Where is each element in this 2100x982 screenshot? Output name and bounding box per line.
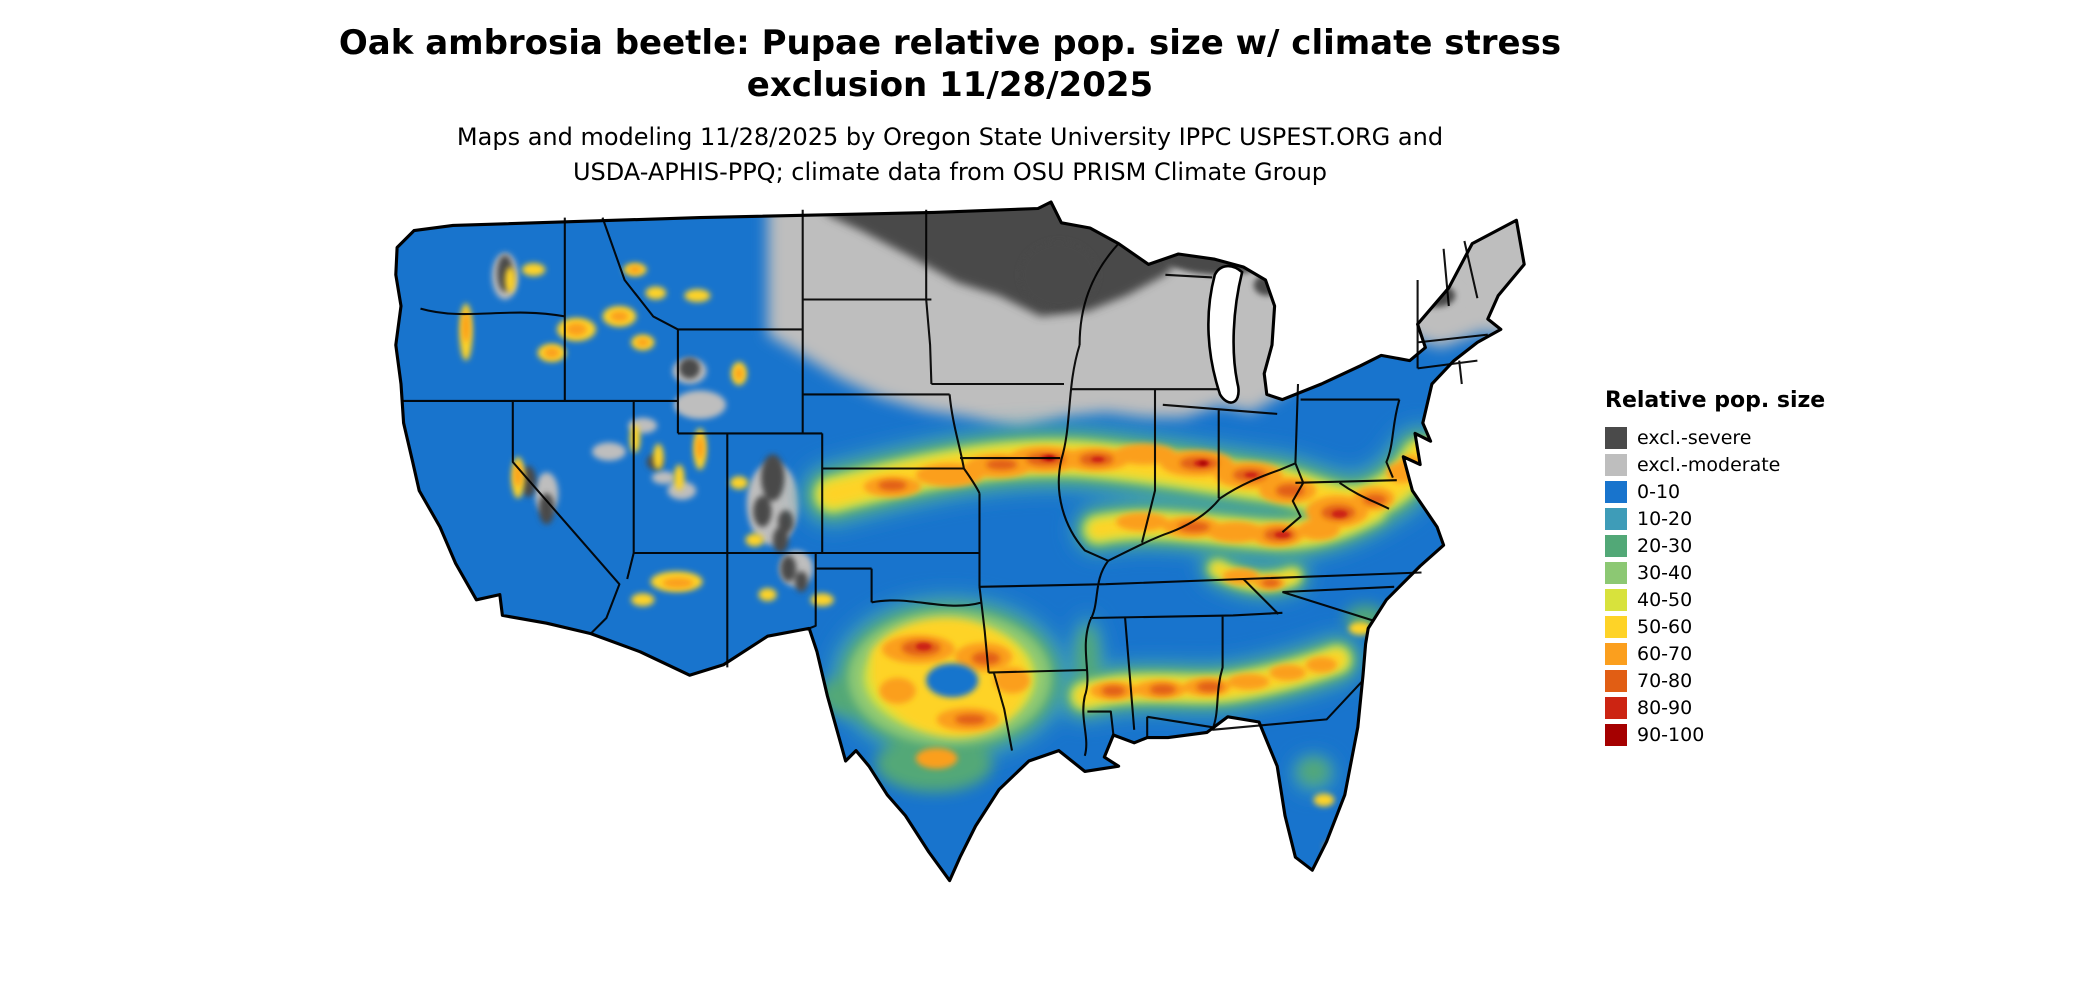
legend-item-label: excl.-severe — [1637, 427, 1752, 449]
state-borders — [401, 209, 1488, 757]
legend-item-label: 60-70 — [1637, 643, 1693, 665]
legend-item: 40-50 — [1605, 589, 1905, 611]
layer-60-70 — [462, 265, 1444, 881]
legend-item-label: excl.-moderate — [1637, 454, 1781, 476]
legend-item: 20-30 — [1605, 535, 1905, 557]
legend-swatch — [1605, 697, 1627, 719]
lake-michigan — [1207, 264, 1244, 404]
legend-swatch — [1605, 562, 1627, 584]
legend-item-label: 50-60 — [1637, 616, 1693, 638]
legend-swatch — [1605, 589, 1627, 611]
page-subtitle: Maps and modeling 11/28/2025 by Oregon S… — [456, 123, 1444, 187]
texas-ring-hole — [926, 663, 979, 698]
legend-items: excl.-severe excl.-moderate 0-10 10-20 20-30… — [1605, 427, 1905, 746]
legend-item: 30-40 — [1605, 562, 1905, 584]
us-map — [310, 150, 1610, 892]
legend-item-label: 40-50 — [1637, 589, 1693, 611]
legend-item: 50-60 — [1605, 616, 1905, 638]
title-block: Oak ambrosia beetle: Pupae relative pop.… — [0, 22, 1900, 190]
legend-title: Relative pop. size — [1605, 388, 1826, 413]
legend-item-label: 10-20 — [1637, 508, 1693, 530]
speckles-50-60 — [459, 263, 1452, 807]
us-map-svg — [394, 200, 1526, 883]
legend-item-label: 0-10 — [1637, 481, 1681, 503]
us-outline — [394, 200, 1526, 883]
legend-item-label: 70-80 — [1637, 670, 1693, 692]
legend-swatch — [1605, 670, 1627, 692]
legend-item-label: 20-30 — [1637, 535, 1693, 557]
legend-item-label: 90-100 — [1637, 724, 1705, 746]
legend-swatch — [1605, 508, 1627, 530]
legend-swatch — [1605, 454, 1627, 476]
legend-item: 90-100 — [1605, 724, 1905, 746]
legend-item-label: 80-90 — [1637, 697, 1693, 719]
legend-swatch — [1605, 616, 1627, 638]
map-fill-layers — [395, 202, 1525, 881]
legend-item: 0-10 — [1605, 481, 1905, 503]
legend-swatch — [1605, 535, 1627, 557]
legend-swatch — [1605, 724, 1627, 746]
legend-item: excl.-moderate — [1605, 454, 1905, 476]
legend-item: 70-80 — [1605, 670, 1905, 692]
legend-item: 80-90 — [1605, 697, 1905, 719]
legend-item: 10-20 — [1605, 508, 1905, 530]
legend-item: excl.-severe — [1605, 427, 1905, 449]
page-title: Oak ambrosia beetle: Pupae relative pop.… — [338, 23, 1562, 106]
legend-swatch — [1605, 643, 1627, 665]
legend-item-label: 30-40 — [1637, 562, 1693, 584]
page: { "title": { "line1": "Oak ambrosia beet… — [0, 22, 1905, 892]
legend: Relative pop. size excl.-severe excl.-mod… — [1605, 388, 1905, 751]
legend-swatch — [1605, 427, 1627, 449]
legend-swatch — [1605, 481, 1627, 503]
legend-item: 60-70 — [1605, 643, 1905, 665]
